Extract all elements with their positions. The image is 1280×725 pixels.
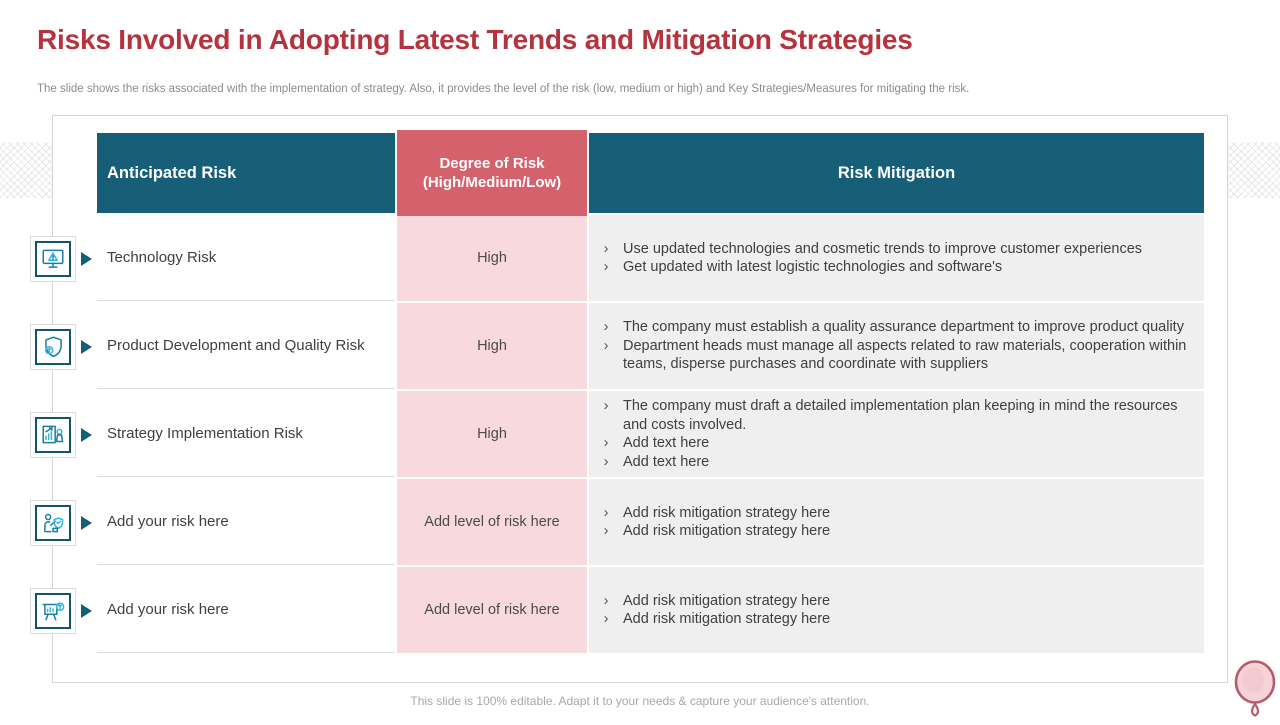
icon-frame [35,593,71,629]
slide-subtitle: The slide shows the risks associated wit… [37,83,970,95]
risk-name-cell: Technology Risk [97,215,395,301]
risk-degree-placeholder-cell[interactable]: Add level of risk here [397,567,587,653]
row-icon-quality [30,324,76,370]
presentation-money-icon [42,602,65,621]
mitigation-bullet[interactable]: › Add risk mitigation strategy here [589,610,1192,629]
person-shield-icon [44,513,64,533]
bullet-glyph: › [603,523,609,539]
mitigation-placeholder-text[interactable]: Add risk mitigation strategy here [623,592,831,609]
rail-arrow-icon [81,340,92,354]
mitigation-placeholder-text[interactable]: Add risk mitigation strategy here [623,523,831,539]
risk-mitigation-cell: › The company must establish a quality as… [589,303,1204,389]
bullet-glyph: › [603,504,609,521]
mitigation-text: The company must establish a quality ass… [623,319,1184,336]
mitigation-bullet: › Get updated with latest logistic techno… [589,258,1192,277]
risk-name-placeholder-cell[interactable]: Add your risk here [97,479,395,565]
bullet-glyph: › [603,398,609,414]
degree-header-line1: Degree of Risk [439,155,545,172]
row-icon-strategy [30,412,76,458]
strategy-chart-icon [42,425,64,444]
mitigation-placeholder-text[interactable]: Add text here [623,453,710,470]
risk-mitigation-cell: › Add risk mitigation strategy here › Add … [589,567,1204,653]
editable-note: This slide is 100% editable. Adapt it to… [410,694,870,708]
icon-frame [35,329,71,365]
mitigation-bullet[interactable]: › Add text here [589,453,1192,472]
mitigation-text: The company must draft a detailed implem… [623,398,1178,433]
risk-table: Anticipated Risk Degree of Risk (High/Me… [97,130,1204,653]
mitigation-placeholder-text[interactable]: Add risk mitigation strategy here [623,504,831,521]
mitigation-bullet: › The company must establish a quality as… [589,318,1192,337]
bullet-glyph: › [603,435,609,451]
header-degree-of-risk: Degree of Risk (High/Medium/Low) [397,130,587,216]
risk-name-placeholder-cell[interactable]: Add your risk here [97,567,395,653]
icon-frame [35,241,71,277]
risk-degree-placeholder-cell[interactable]: Add level of risk here [397,479,587,565]
mitigation-text: Get updated with latest logistic technol… [623,259,1003,275]
monitor-warning-icon [42,249,64,268]
balloon-decoration [1232,660,1278,725]
header-risk-mitigation: Risk Mitigation [589,133,1204,213]
bullet-glyph: › [603,337,609,354]
balloon-icon [1234,660,1276,717]
mitigation-bullet: › Department heads must manage all aspect… [589,337,1192,374]
bullet-glyph: › [603,611,609,627]
risk-degree-cell: High [397,215,587,301]
mitigation-bullet[interactable]: › Add risk mitigation strategy here [589,522,1192,541]
mitigation-bullet[interactable]: › Add text here [589,434,1192,453]
bullet-glyph: › [603,319,609,336]
degree-header-line2: (High/Medium/Low) [422,174,562,191]
bullet-glyph: › [603,240,609,257]
risk-name-cell: Product Development and Quality Risk [97,303,395,389]
header-anticipated-risk: Anticipated Risk [97,133,395,213]
row-icon-custom-risk-2 [30,588,76,634]
mitigation-text: Use updated technologies and cosmetic tr… [623,240,1143,257]
rail-arrow-icon [81,428,92,442]
mitigation-bullet: › Use updated technologies and cosmetic t… [589,240,1192,259]
header-degree-of-risk-label: Degree of Risk (High/Medium/Low) [397,130,587,216]
mitigation-bullet[interactable]: › Add risk mitigation strategy here [589,592,1192,611]
risk-mitigation-cell: › Add risk mitigation strategy here › Add … [589,479,1204,565]
row-icon-custom-risk [30,500,76,546]
bullet-glyph: › [603,592,609,609]
icon-frame [35,505,71,541]
bullet-glyph: › [603,453,609,470]
row-icon-technology [30,236,76,282]
shield-quality-icon [44,336,62,358]
mitigation-text: Department heads must manage all aspects… [623,337,1187,373]
bullet-glyph: › [603,259,609,275]
page-title: Risks Involved in Adopting Latest Trends… [37,24,913,55]
risk-name-cell: Strategy Implementation Risk [97,391,395,477]
risk-mitigation-cell: › Use updated technologies and cosmetic t… [589,215,1204,301]
mitigation-placeholder-text[interactable]: Add text here [623,435,710,451]
rail-arrow-icon [81,516,92,530]
risk-degree-cell: High [397,391,587,477]
rail-arrow-icon [81,252,92,266]
risk-degree-cell: High [397,303,587,389]
rail-arrow-icon [81,604,92,618]
mitigation-placeholder-text[interactable]: Add risk mitigation strategy here [623,611,831,627]
risk-mitigation-cell: › The company must draft a detailed imple… [589,391,1204,477]
icon-frame [35,417,71,453]
mitigation-bullet: › The company must draft a detailed imple… [589,397,1192,434]
mitigation-bullet[interactable]: › Add risk mitigation strategy here [589,504,1192,523]
